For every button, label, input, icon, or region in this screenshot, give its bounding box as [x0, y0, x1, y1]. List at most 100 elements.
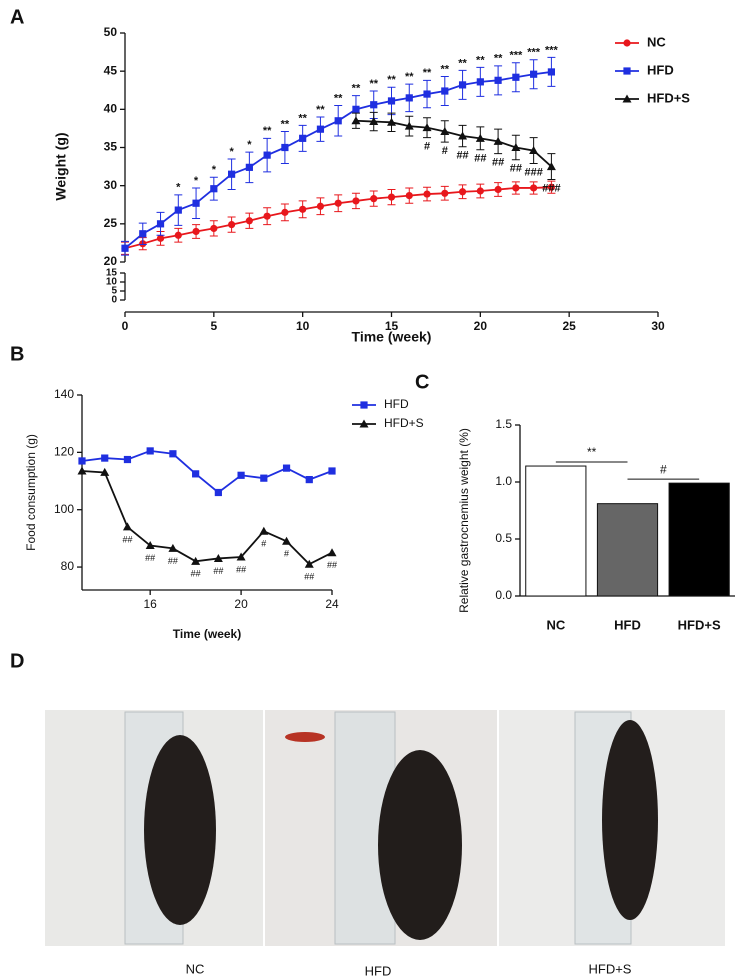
- x-axis-title: Time (week): [173, 627, 241, 641]
- significance-label: **: [352, 82, 361, 94]
- marker: [281, 208, 289, 216]
- marker: [440, 126, 450, 135]
- x-tick-label: 30: [651, 319, 665, 333]
- bar: [596, 503, 659, 597]
- significance-label: #: [660, 462, 667, 476]
- x-tick-label: HFD: [614, 617, 641, 632]
- x-tick-label: 15: [385, 319, 399, 333]
- y-axis-title: Relative gastrocnemius weight (%): [457, 428, 471, 613]
- significance-label: #: [424, 140, 430, 152]
- bar: [525, 465, 587, 597]
- legend-label: HFD: [384, 397, 409, 411]
- significance-label: ###: [524, 166, 542, 178]
- marker: [328, 467, 336, 475]
- marker: [387, 117, 396, 126]
- legend-marker: [623, 67, 631, 75]
- marker: [263, 151, 271, 159]
- y-tick-label: 80: [61, 559, 75, 573]
- panel-label: C: [415, 371, 429, 393]
- significance-label: **: [458, 57, 467, 69]
- y-tick-label: 40: [104, 102, 118, 116]
- marker: [304, 559, 314, 568]
- significance-label: *: [194, 175, 199, 187]
- y-tick-label: 1.5: [495, 417, 512, 431]
- marker: [145, 541, 155, 550]
- marker: [192, 470, 200, 478]
- marker: [228, 220, 236, 229]
- significance-label: **: [263, 125, 272, 137]
- significance-label: ##: [492, 157, 504, 169]
- marker: [475, 133, 485, 142]
- marker: [476, 78, 484, 86]
- marker: [169, 450, 177, 458]
- y-tick-label: 0: [111, 295, 117, 306]
- legend-label: NC: [647, 34, 666, 49]
- x-tick-label: 20: [234, 597, 248, 611]
- x-tick-label: 16: [144, 597, 158, 611]
- marker: [387, 97, 396, 105]
- significance-label: ##: [236, 564, 246, 574]
- significance-label: *: [176, 182, 181, 194]
- marker: [146, 447, 154, 455]
- marker: [281, 143, 289, 152]
- x-tick-label: HFD+S: [678, 617, 721, 632]
- significance-label: **: [494, 53, 503, 65]
- y-tick-label: 50: [104, 25, 118, 39]
- marker: [530, 184, 538, 192]
- significance-label: **: [476, 54, 485, 66]
- marker: [494, 185, 502, 194]
- marker: [168, 543, 178, 552]
- marker: [494, 76, 502, 84]
- photo-caption: NC: [186, 961, 205, 976]
- significance-label: ##: [168, 556, 178, 566]
- y-tick-label: 25: [104, 216, 118, 230]
- stain: [285, 732, 325, 742]
- y-tick-label: 1.0: [495, 474, 512, 488]
- mouse: [144, 735, 216, 925]
- significance-label: **: [281, 118, 290, 130]
- marker: [263, 212, 271, 220]
- marker: [282, 536, 292, 545]
- mouse: [378, 750, 462, 940]
- y-tick-label: 0.5: [495, 531, 512, 545]
- marker: [423, 190, 431, 198]
- marker: [236, 552, 246, 561]
- marker: [511, 143, 521, 151]
- marker: [405, 94, 413, 102]
- legend-label: HFD+S: [647, 90, 690, 105]
- marker: [78, 457, 86, 465]
- marker: [299, 134, 307, 142]
- marker: [458, 131, 468, 140]
- marker: [387, 193, 396, 201]
- y-tick-label: 20: [104, 254, 118, 268]
- y-tick-label: 45: [104, 63, 118, 77]
- y-tick-label: 0.0: [495, 588, 512, 602]
- significance-label: #: [284, 549, 289, 559]
- marker: [405, 191, 413, 200]
- y-tick-label: 5: [111, 286, 117, 297]
- marker: [77, 466, 87, 475]
- marker: [305, 475, 313, 484]
- marker: [547, 68, 555, 76]
- series-line: [81, 449, 333, 494]
- marker: [422, 123, 432, 132]
- significance-label: **: [441, 63, 450, 75]
- x-tick-label: 25: [562, 319, 576, 333]
- marker: [547, 183, 556, 191]
- legend-marker: [622, 94, 632, 103]
- marker: [123, 455, 132, 464]
- marker: [316, 125, 325, 133]
- marker: [101, 454, 109, 462]
- marker: [327, 548, 337, 557]
- x-tick-label: 24: [325, 597, 339, 611]
- significance-label: **: [423, 67, 432, 79]
- marker: [351, 116, 361, 125]
- marker: [299, 205, 307, 213]
- significance-label: ###: [542, 182, 560, 194]
- legend-marker: [360, 401, 368, 409]
- x-tick-label: 5: [210, 319, 217, 333]
- marker: [260, 474, 268, 482]
- marker: [156, 220, 165, 228]
- marker: [512, 184, 520, 192]
- photo-panel: [45, 710, 725, 946]
